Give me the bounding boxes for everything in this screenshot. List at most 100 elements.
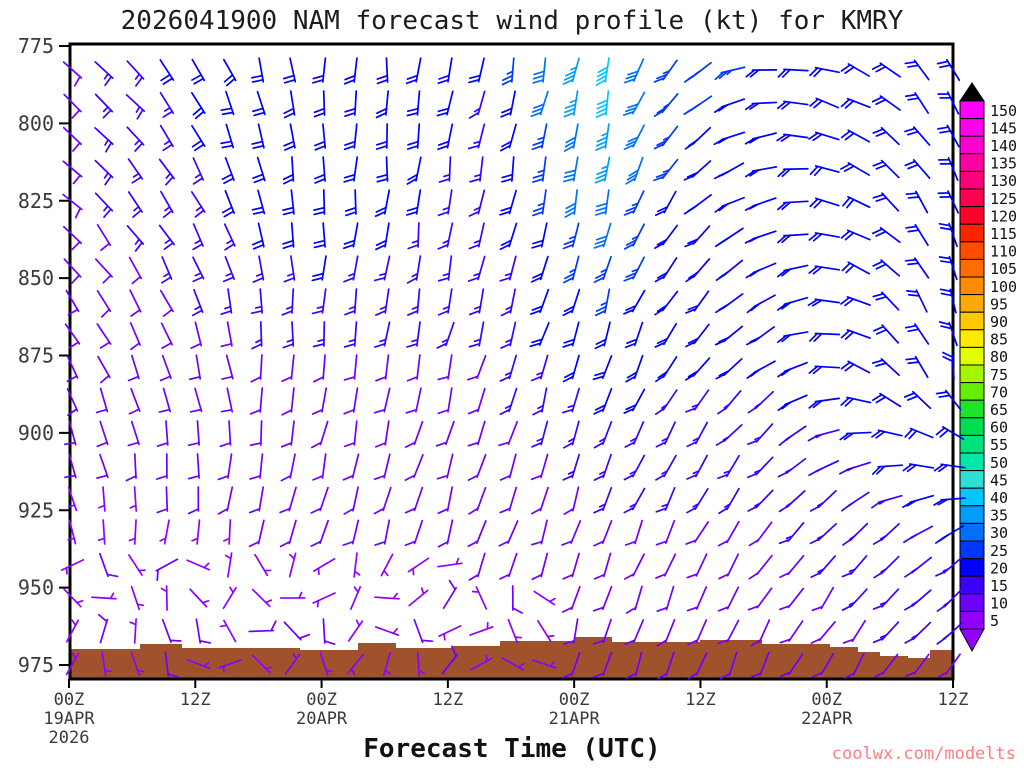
barb-half-tick (412, 567, 415, 576)
barb-staff (758, 619, 771, 643)
wind-barb (65, 289, 80, 316)
wind-barb (280, 420, 295, 448)
barb-half-tick (754, 436, 762, 441)
barb-tick (871, 359, 884, 364)
wind-barb (63, 258, 82, 284)
barb-staff (571, 387, 580, 413)
barb-tick (311, 277, 324, 282)
barb-tick (156, 475, 168, 480)
barb-tick (343, 178, 356, 183)
barb-half-tick (473, 206, 481, 211)
wind-barb (190, 191, 206, 218)
wind-barb (186, 559, 211, 571)
barb-half-tick (255, 272, 264, 277)
barb-tick (71, 109, 81, 119)
wind-barb (376, 156, 389, 183)
barb-tick (562, 342, 575, 348)
barb-tick (283, 78, 296, 84)
barb-staff (720, 66, 746, 74)
wind-barb (624, 421, 645, 448)
wind-barb (808, 131, 840, 142)
barb-staff (940, 463, 966, 469)
barb-tick (846, 198, 855, 209)
barb-tick (907, 361, 920, 365)
barb-tick (252, 243, 265, 250)
wind-barb (126, 60, 145, 87)
barb-tick (750, 368, 761, 377)
wind-barb (840, 162, 870, 176)
barb-tick (593, 243, 606, 249)
barb-tick (907, 293, 921, 297)
wind-barb (809, 489, 837, 512)
barb-tick (625, 107, 637, 113)
barb-tick (750, 302, 761, 312)
barb-staff (133, 618, 137, 644)
wind-barb (778, 521, 805, 545)
barb-half-tick (514, 636, 522, 639)
barb-tick (280, 474, 292, 482)
barb-staff (633, 354, 644, 380)
wind-barb (283, 621, 311, 641)
barb-tick (594, 211, 607, 216)
barb-tick (344, 112, 356, 117)
wind-barb (319, 651, 333, 677)
barb-staff (571, 288, 581, 314)
barb-tick (747, 605, 760, 611)
barb-staff (914, 323, 930, 345)
barb-tick (127, 441, 140, 447)
barb-staff (539, 288, 550, 314)
wind-barb (563, 420, 580, 449)
barb-tick (298, 633, 311, 640)
wind-barb (625, 354, 644, 383)
colorbar-label: 70 (990, 383, 1008, 401)
x-tick-time: 12Z (685, 690, 716, 710)
barb-tick (468, 342, 481, 348)
barb-staff (290, 255, 296, 281)
barb-half-tick (569, 268, 577, 273)
watermark-link[interactable]: coolwx.com/modelts (831, 744, 1016, 764)
barb-half-tick (203, 661, 210, 668)
barb-staff (225, 90, 235, 116)
barb-tick (813, 99, 823, 109)
wind-barb (808, 397, 841, 409)
barb-tick (844, 397, 855, 407)
barb-staff (258, 255, 265, 281)
barb-tick (532, 178, 544, 183)
colorbar-label: 65 (990, 401, 1008, 419)
wind-barb (500, 123, 517, 152)
wind-barb (376, 57, 389, 85)
wind-barb (713, 98, 746, 113)
barb-tick (104, 75, 113, 87)
barb-tick (938, 321, 951, 326)
wind-barb (342, 222, 359, 250)
barb-staff (509, 90, 516, 116)
wind-barb (654, 389, 678, 416)
barb-staff (413, 519, 424, 545)
barb-tick (563, 144, 575, 152)
wind-barb (404, 519, 424, 547)
barb-tick (656, 338, 668, 345)
wind-barb (654, 224, 679, 249)
barb-tick (314, 178, 326, 184)
barb-half-tick (569, 99, 577, 104)
wind-barb (715, 424, 743, 446)
barb-staff (879, 95, 901, 111)
wind-barb (687, 652, 708, 680)
barb-tick (561, 606, 574, 613)
wind-barb (314, 123, 327, 151)
barb-tick (777, 68, 787, 78)
barb-tick (781, 168, 792, 178)
wind-barb (530, 288, 550, 315)
barb-half-tick (785, 535, 794, 540)
barb-tick (468, 78, 480, 84)
barb-staff (540, 552, 549, 578)
barb-half-tick (692, 502, 700, 508)
barb-tick (96, 474, 109, 479)
barb-half-tick (392, 627, 399, 635)
wind-barb (313, 90, 326, 118)
barb-tick (717, 473, 729, 480)
barb-staff (384, 354, 390, 380)
barb-staff (383, 519, 391, 545)
wind-barb (437, 222, 454, 250)
wind-barb (96, 420, 109, 448)
